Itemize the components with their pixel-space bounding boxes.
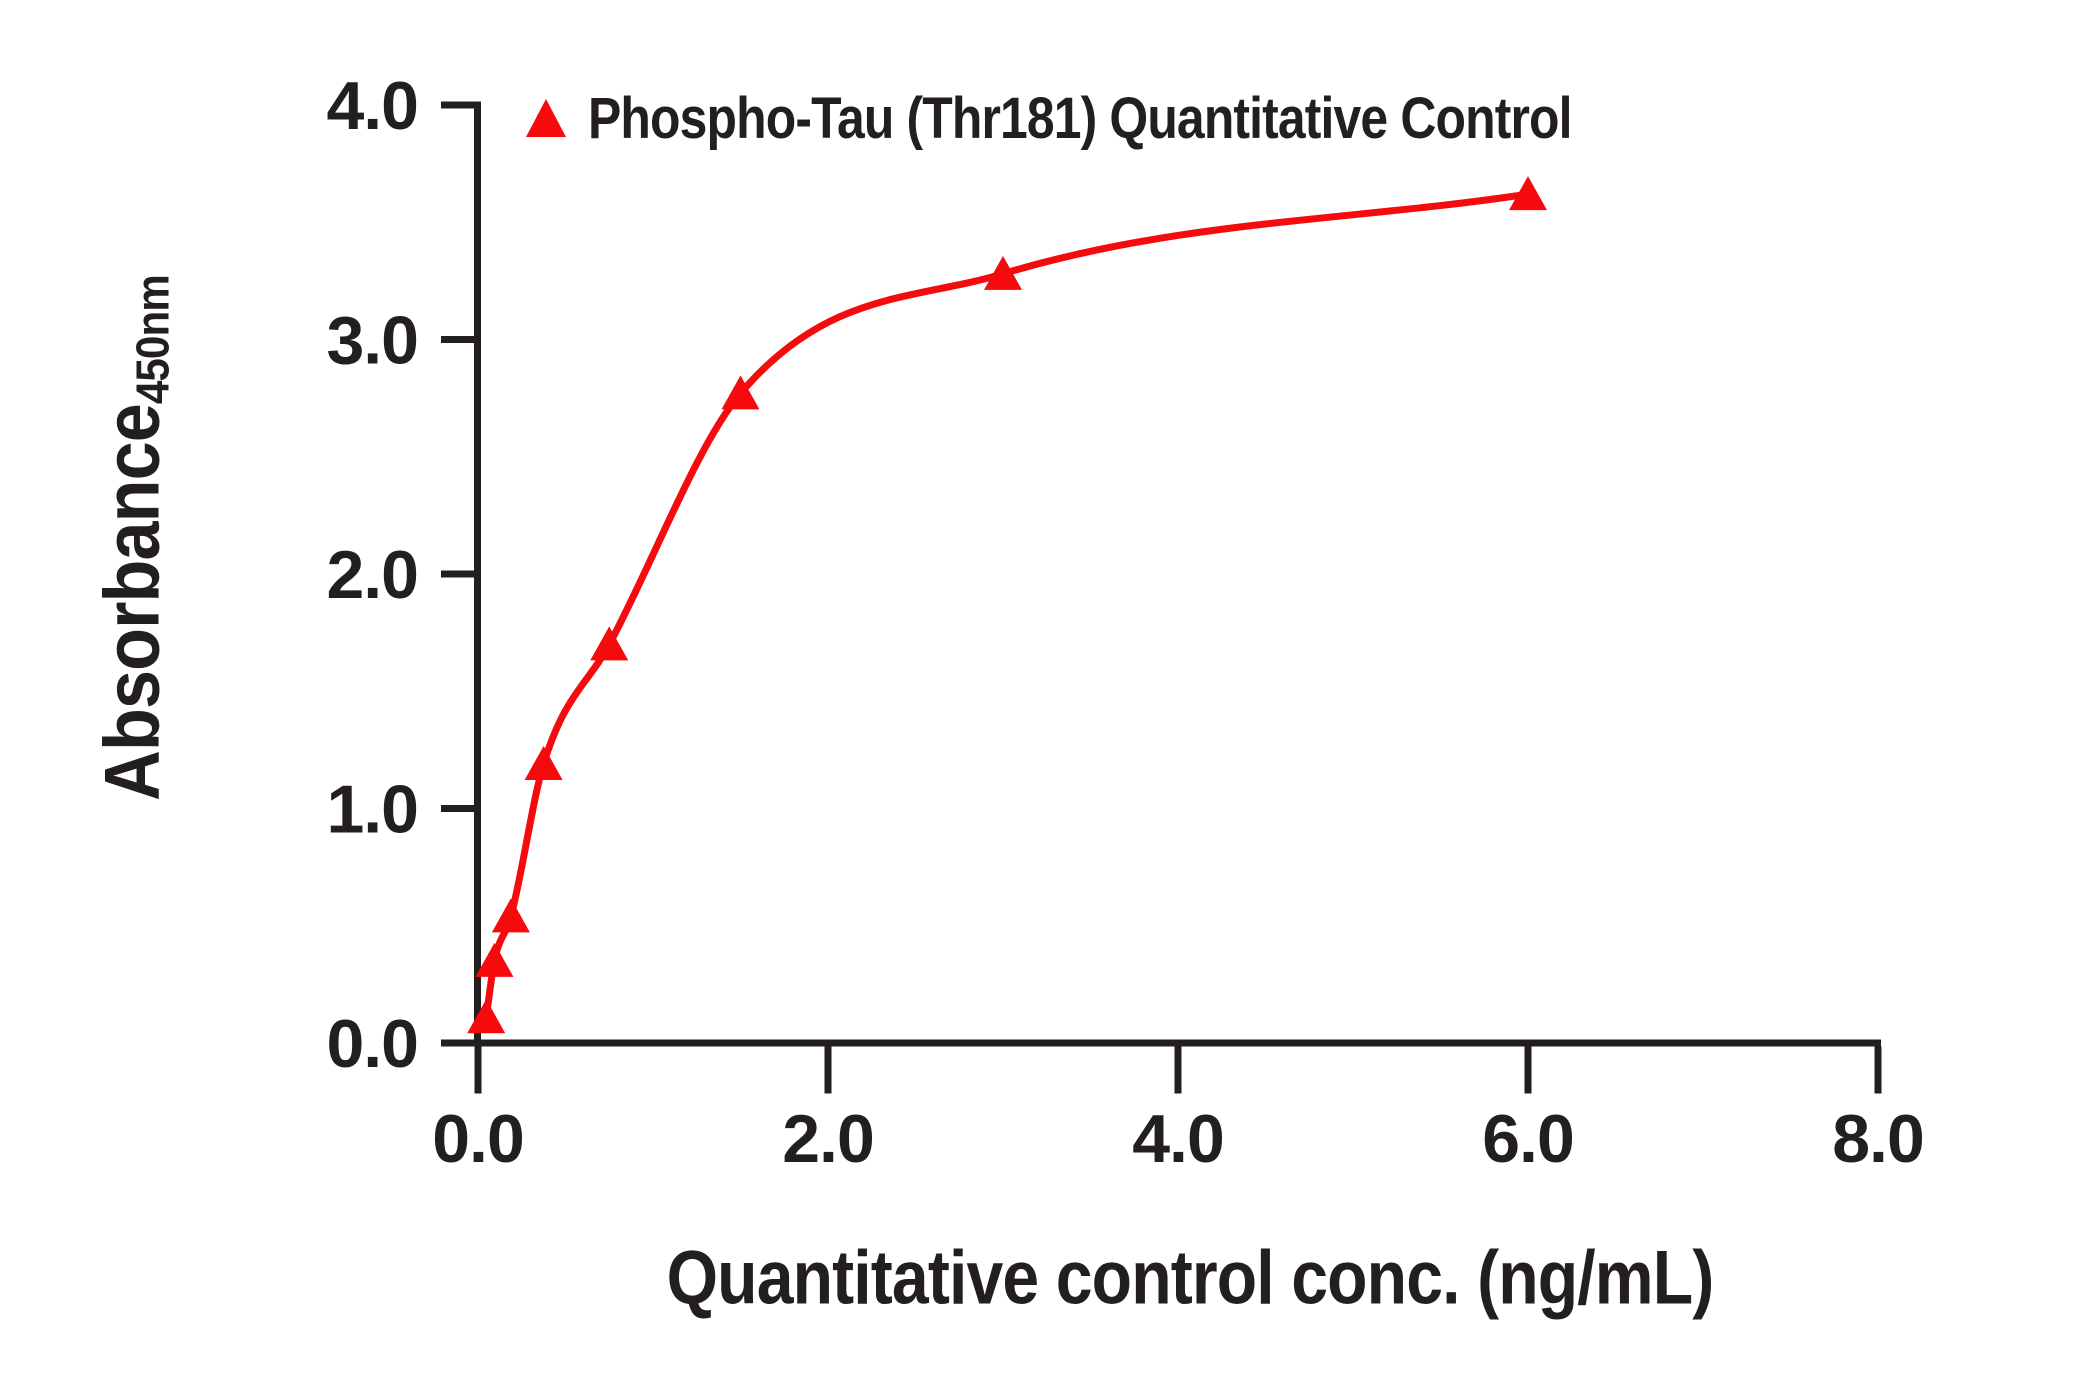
legend: Phospho-Tau (Thr181) Quantitative Contro… [524,84,1732,152]
y-axis-title-subscript: 450nm [126,275,179,405]
y-axis-tick-label: 4.0 [326,68,418,144]
x-axis-title: Quantitative control conc. (ng/mL) [666,1235,1715,1321]
x-axis-tick-label: 4.0 [1132,1101,1224,1177]
y-axis-tick-label: 0.0 [326,1006,418,1082]
data-point-marker [524,745,563,780]
fit-curve-line [482,190,1532,1021]
y-axis-tick-label: 1.0 [326,772,418,848]
legend-label: Phospho-Tau (Thr181) Quantitative Contro… [588,85,1572,151]
data-point-marker [1509,176,1547,211]
data-point-marker [984,255,1022,290]
x-axis-tick-label: 2.0 [782,1101,874,1177]
x-axis-tick-label: 6.0 [1482,1101,1574,1177]
data-point-marker [475,942,514,977]
data-point-marker [721,375,760,410]
y-axis-tick-label: 2.0 [326,537,418,613]
data-point-marker [491,898,530,933]
x-axis-tick-label: 0.0 [432,1101,524,1177]
legend-triangle-icon [526,99,566,137]
data-point-marker [467,999,506,1034]
y-axis-title: Absorbance450nm [87,275,179,801]
x-axis-tick-label: 8.0 [1832,1101,1924,1177]
data-point-marker [590,626,629,661]
y-axis-tick-label: 3.0 [326,303,418,379]
y-axis-title-text: Absorbance [87,404,176,801]
